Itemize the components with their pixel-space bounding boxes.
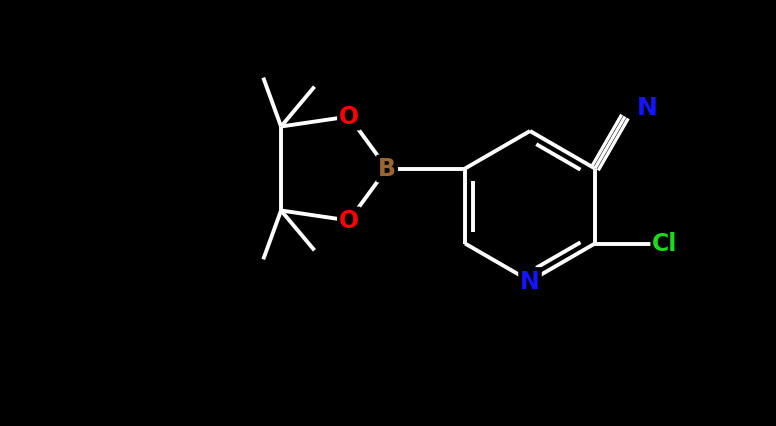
Text: O: O — [339, 209, 359, 233]
Text: N: N — [520, 269, 540, 294]
Text: B: B — [378, 157, 396, 181]
Text: N: N — [636, 95, 657, 119]
Text: O: O — [339, 105, 359, 129]
Text: Cl: Cl — [653, 232, 677, 256]
